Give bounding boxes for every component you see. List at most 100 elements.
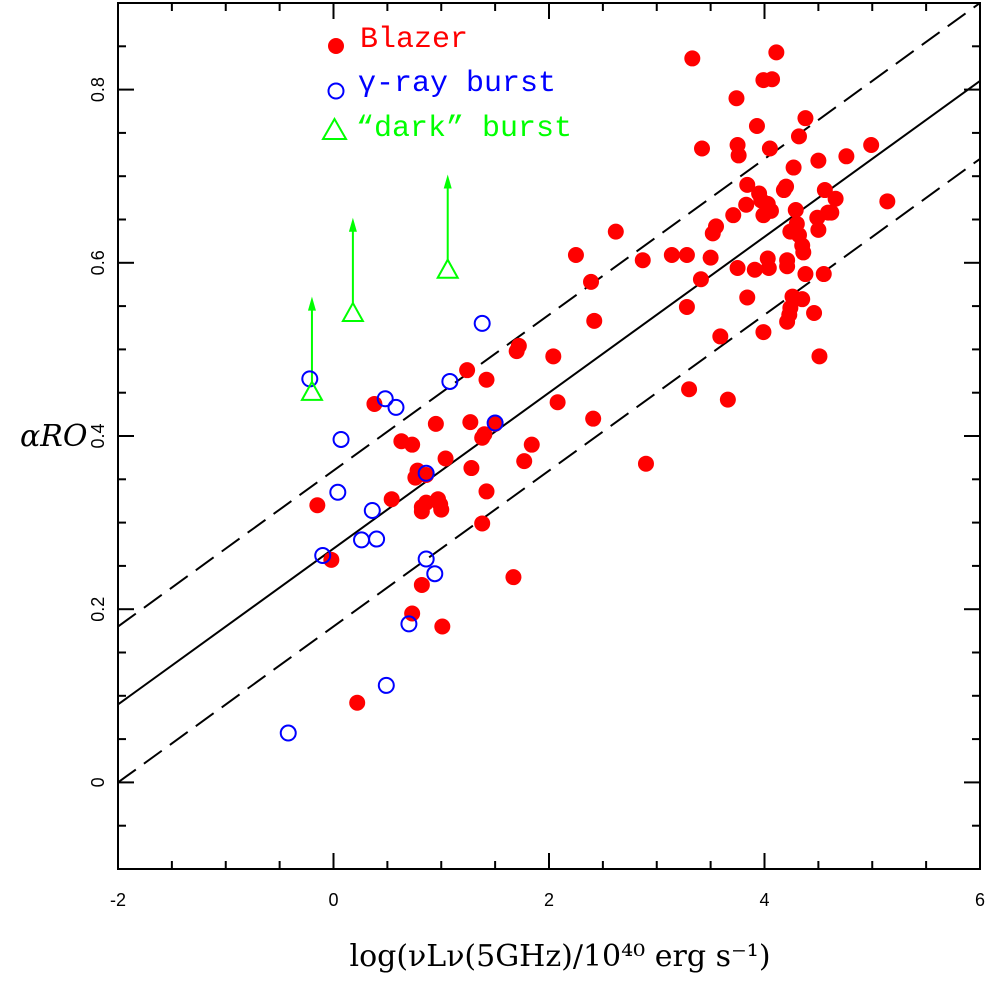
grb-point	[486, 414, 504, 432]
fit-line	[117, 80, 981, 706]
blazer-point	[508, 343, 525, 360]
legend-marker-dark	[321, 116, 348, 140]
blazer-point	[761, 140, 778, 157]
blazer-point	[309, 497, 326, 514]
legend-label-grb: γ-ray burst	[358, 67, 556, 101]
blazer-point	[810, 152, 827, 169]
y-tick-label: 0.6	[88, 250, 108, 275]
blazer-point	[516, 453, 533, 470]
grb-point	[363, 501, 381, 519]
dashed-line-2	[117, 158, 981, 784]
blazer-point	[404, 605, 421, 622]
blazer-point	[681, 381, 698, 398]
grb-point	[314, 547, 332, 565]
legend: Blazer γ-ray burst “dark” burst	[321, 23, 572, 146]
blazer-point	[712, 328, 729, 345]
dashed-line-1	[117, 2, 981, 628]
blazer-point	[827, 190, 844, 207]
grb-point	[426, 565, 444, 583]
blazer-point	[427, 415, 444, 432]
blazer-point	[806, 305, 823, 322]
blazer-point	[505, 569, 522, 586]
blazer-point	[487, 415, 504, 432]
x-tick-label: 2	[544, 890, 554, 910]
blazer-point	[760, 259, 777, 276]
blazer-point	[815, 266, 832, 283]
blazer-point	[809, 209, 826, 226]
blazer-point	[413, 503, 430, 520]
y-tick-label: 0.8	[88, 77, 108, 102]
blazer-point	[738, 196, 755, 213]
dark-burst-point	[341, 300, 365, 323]
axis-ticks	[117, 2, 981, 870]
blazer-point	[746, 261, 763, 278]
lower-limit-arrowhead	[307, 296, 316, 311]
y-axis-label: αRO	[20, 419, 87, 454]
grb-point	[368, 530, 386, 548]
legend-marker-blazer	[328, 38, 344, 54]
blazer-point	[437, 450, 454, 467]
axis-tick-labels: -2 0 2 4 6 0 0.2 0.4 0.6 0.8	[88, 77, 985, 910]
blazer-point	[797, 266, 814, 283]
legend-label-blazer: Blazer	[360, 23, 468, 57]
blazer-point	[474, 515, 491, 532]
blazer-point	[478, 483, 495, 500]
grb-point	[376, 390, 394, 408]
grb-point	[279, 724, 297, 742]
grb-point	[329, 483, 347, 501]
blazer-point	[730, 147, 747, 164]
blazer-point	[790, 128, 807, 145]
blazer-point	[684, 50, 701, 67]
blazer-point	[607, 223, 624, 240]
blazer-point	[663, 247, 680, 264]
blazer-point	[779, 313, 796, 330]
blazer-point	[779, 258, 796, 275]
lower-limit-arrowhead	[348, 217, 357, 232]
blazer-point	[879, 193, 896, 210]
grb-point	[377, 676, 395, 694]
blazer-point	[863, 137, 880, 154]
blazer-point	[349, 694, 366, 711]
blazer-point	[476, 426, 493, 443]
blazer-point	[692, 271, 709, 288]
blazer-point	[797, 110, 814, 127]
blazer-point	[637, 455, 654, 472]
blazer-point	[794, 291, 811, 308]
blazer-point	[728, 90, 745, 107]
blazer-point	[748, 117, 765, 134]
blazer-point	[585, 410, 602, 427]
blazer-point	[729, 259, 746, 276]
grb-point	[332, 430, 350, 448]
blazer-point	[811, 348, 828, 365]
blazer-point	[795, 244, 812, 261]
blazer-point	[719, 391, 736, 408]
blazer-point	[404, 436, 421, 453]
grb-point	[353, 531, 371, 549]
blazer-point	[816, 182, 833, 199]
blazer-point	[755, 207, 772, 224]
blazer-point	[787, 201, 804, 218]
grb-point	[417, 464, 435, 482]
blazer-point	[549, 394, 566, 411]
blazer-point	[383, 491, 400, 508]
blazer-point	[725, 207, 742, 224]
grb-point	[473, 314, 491, 332]
grb-point	[417, 550, 435, 568]
x-tick-label: -2	[110, 890, 126, 910]
y-tick-label: 0.4	[88, 423, 108, 448]
blazer-point	[545, 348, 562, 365]
blazer-point	[678, 247, 695, 264]
grb-point	[400, 615, 418, 633]
blazer-point	[739, 176, 756, 193]
x-tick-label: 0	[328, 890, 338, 910]
blazer-point	[678, 298, 695, 315]
x-tick-label: 4	[759, 890, 769, 910]
blazer-point	[704, 225, 721, 242]
grb-point	[387, 398, 405, 416]
blazer-point	[810, 221, 827, 238]
plot-area	[117, 2, 981, 784]
blazer-point	[478, 371, 495, 388]
blazer-point	[778, 178, 795, 195]
dark-burst-point	[436, 257, 460, 279]
blazer-point	[838, 148, 855, 165]
